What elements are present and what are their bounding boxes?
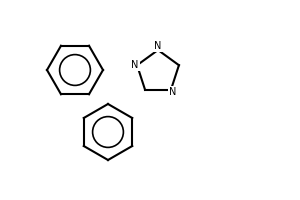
Text: N: N — [131, 60, 139, 70]
Text: N: N — [169, 87, 177, 97]
Text: N: N — [154, 41, 162, 51]
